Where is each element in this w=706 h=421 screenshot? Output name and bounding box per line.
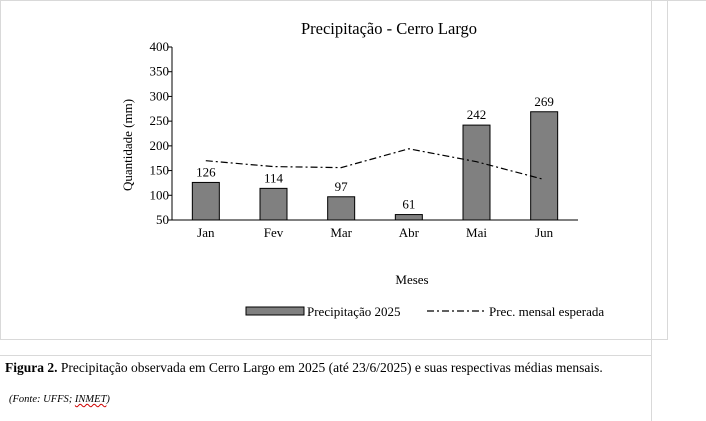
legend-label-bar: Precipitação 2025 [307, 304, 401, 319]
bar [394, 214, 423, 221]
data-label: 269 [534, 94, 554, 109]
source-prefix: (Fonte: UFFS; [9, 394, 75, 405]
y-tick-label: 200 [150, 138, 170, 153]
y-tick-label: 250 [150, 113, 170, 128]
x-tick-label: Mar [330, 225, 352, 240]
y-tick-label: 150 [150, 163, 170, 178]
figure-source: (Fonte: UFFS; INMET) [9, 394, 110, 405]
legend: Precipitação 2025 Prec. mensal esperada [245, 304, 604, 319]
data-label: 97 [335, 179, 349, 194]
caption-text: Precipitação observada em Cerro Largo em… [60, 360, 603, 375]
figure-caption: Figura 2. Precipitação observada em Cerr… [5, 361, 648, 375]
x-tick-label: Jan [197, 225, 215, 240]
y-tick-label: 100 [150, 187, 170, 202]
x-tick-label: Jun [535, 225, 554, 240]
x-tick-label: Abr [399, 225, 420, 240]
data-label: 242 [467, 107, 487, 122]
x-tick-label: Fev [264, 225, 284, 240]
bar [462, 124, 491, 221]
document-page-edge-top [668, 0, 706, 1]
document-page-edge [651, 0, 652, 421]
bar [259, 187, 288, 221]
legend-label-line: Prec. mensal esperada [489, 304, 604, 319]
plot-area: 50 100 150 200 250 300 350 400 Jan Fev Mar Abr Mai Ju… [150, 39, 578, 240]
x-axis-label: Meses [395, 272, 428, 287]
data-label: 114 [264, 170, 284, 185]
x-tick-label: Mai [466, 225, 487, 240]
chart-title: Precipitação - Cerro Largo [301, 19, 477, 38]
y-tick-label: 50 [156, 212, 169, 227]
bar [191, 181, 220, 221]
y-tick-label: 350 [150, 64, 170, 79]
data-label: 61 [402, 197, 415, 212]
legend-swatch-bar [245, 306, 305, 316]
source-highlight: INMET [74, 394, 107, 405]
caption-box [0, 355, 652, 421]
y-axis-label: Quantidade (mm) [120, 99, 135, 191]
expected-precipitation-line [205, 148, 545, 181]
bar [327, 196, 356, 221]
data-label: 126 [196, 164, 216, 179]
caption-label: Figura 2. [5, 360, 58, 375]
bar [530, 111, 559, 221]
source-suffix: ) [106, 394, 110, 405]
precipitation-chart: Precipitação - Cerro Largo Quantidade (m… [120, 19, 604, 319]
y-tick-label: 300 [150, 88, 170, 103]
y-tick-label: 400 [150, 39, 170, 54]
